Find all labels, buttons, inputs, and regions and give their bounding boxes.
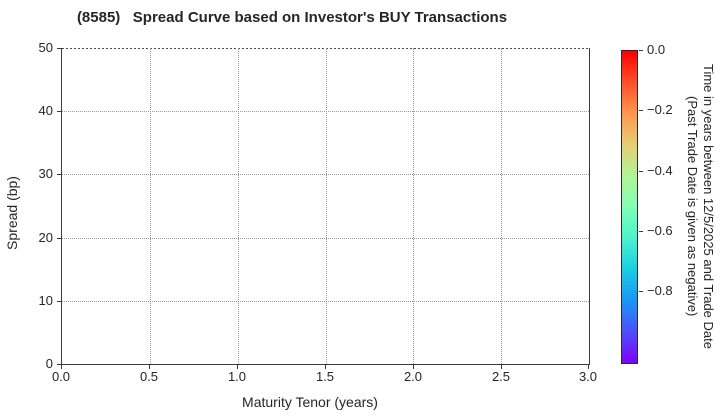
x-tick-label: 0.5 (139, 369, 159, 384)
tick-mark (57, 364, 61, 365)
tick-mark (501, 365, 502, 369)
gridline (62, 237, 589, 239)
x-tick-label: 0.0 (51, 369, 71, 384)
tick-mark (57, 111, 61, 112)
colorbar-tick-label: 0.0 (647, 42, 666, 57)
x-tick-label: 2.5 (491, 369, 511, 384)
tick-mark (57, 48, 61, 49)
x-tick-label: 2.0 (403, 369, 423, 384)
colorbar-tick-label: −0.8 (647, 283, 673, 298)
gridline (62, 300, 589, 302)
tick-mark (325, 365, 326, 369)
tick-mark (57, 301, 61, 302)
plot-area (61, 48, 590, 365)
y-tick-label: 0 (45, 356, 53, 371)
tick-mark (237, 365, 238, 369)
colorbar-gradient (621, 50, 638, 364)
gridline (62, 174, 589, 176)
colorbar-axis-label: Time in years between 12/5/2025 and Trad… (682, 48, 716, 364)
chart-title: (8585) Spread Curve based on Investor's … (76, 9, 508, 26)
tick-mark (639, 171, 643, 172)
x-tick-label: 1.0 (227, 369, 247, 384)
y-axis-label: Spread (bp) (4, 176, 20, 250)
y-tick-label: 40 (38, 103, 53, 118)
tick-mark (588, 365, 589, 369)
tick-mark (57, 174, 61, 175)
x-axis-label: Maturity Tenor (years) (242, 394, 378, 410)
y-tick-label: 30 (38, 166, 53, 181)
tick-mark (639, 110, 643, 111)
y-tick-label: 20 (38, 230, 53, 245)
x-tick-label: 1.5 (315, 369, 335, 384)
gridline (325, 48, 327, 364)
gridline (501, 48, 503, 364)
x-tick-label: 3.0 (578, 369, 598, 384)
colorbar-tick-label: −0.2 (647, 102, 673, 117)
colorbar-tick-label: −0.6 (647, 223, 673, 238)
gridline (413, 48, 415, 364)
gridline (62, 111, 589, 113)
y-tick-label: 50 (38, 40, 53, 55)
gridline (237, 48, 239, 364)
y-tick-label: 10 (38, 293, 53, 308)
colorbar-tick-label: −0.4 (647, 163, 673, 178)
tick-mark (639, 231, 643, 232)
tick-mark (57, 238, 61, 239)
tick-mark (639, 291, 643, 292)
tick-mark (149, 365, 150, 369)
tick-mark (61, 365, 62, 369)
tick-mark (413, 365, 414, 369)
colorbar-axis-label-line1: Time in years between 12/5/2025 and Trad… (701, 63, 716, 349)
tick-mark (639, 50, 643, 51)
colorbar-axis-label-line2: (Past Trade Date is given as negative) (685, 95, 700, 317)
gridline (149, 48, 151, 364)
